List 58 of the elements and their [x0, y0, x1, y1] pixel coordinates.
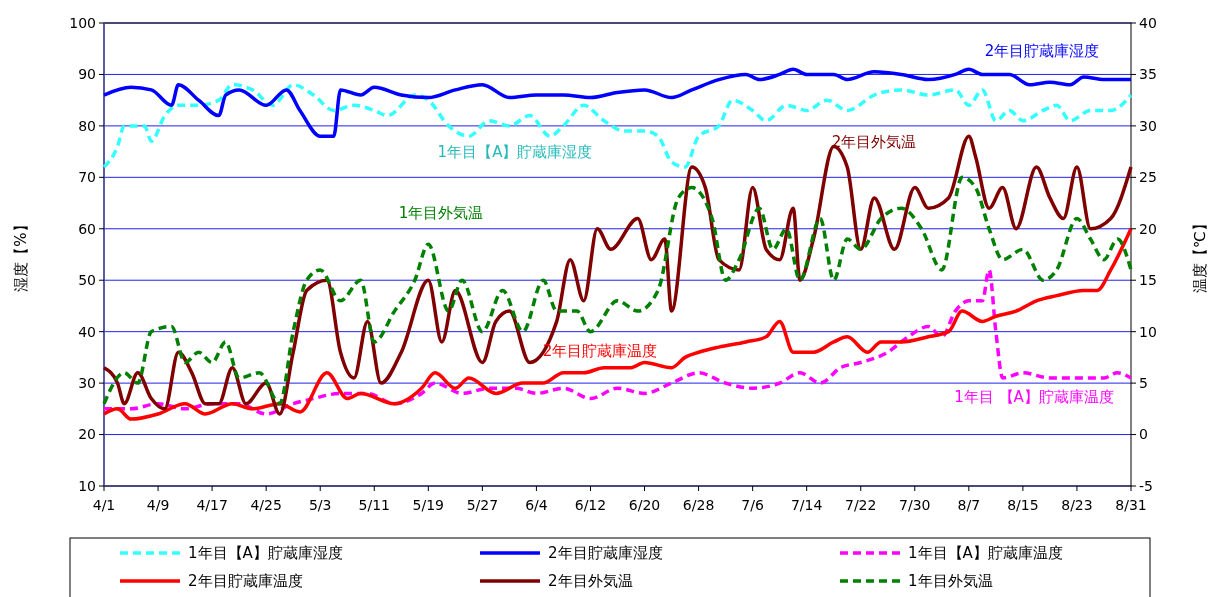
y2-tick-label: 35 — [1139, 66, 1157, 83]
annotation: 1年目【A】貯蔵庫湿度 — [437, 143, 593, 161]
legend-label: 2年目貯蔵庫温度 — [188, 572, 303, 591]
y-tick-label: 100 — [69, 14, 96, 31]
y-tick-label: 50 — [78, 272, 96, 289]
x-tick-label: 5/11 — [358, 497, 390, 513]
y2-tick-label: 5 — [1139, 375, 1148, 392]
x-tick-label: 6/4 — [525, 497, 548, 513]
x-tick-label: 4/17 — [196, 497, 228, 513]
annotation: 2年目貯蔵庫温度 — [542, 342, 658, 360]
y-tick-label: 70 — [78, 169, 96, 186]
y-tick-label: 20 — [78, 426, 96, 443]
y2-tick-label: 10 — [1139, 323, 1157, 340]
x-tick-label: 7/14 — [790, 497, 823, 513]
legend-label: 1年目【A】貯蔵庫湿度 — [188, 544, 343, 563]
y-tick-label: 60 — [78, 220, 96, 237]
line-series — [102, 227, 1133, 421]
annotation: 1年目 【A】貯蔵庫温度 — [954, 388, 1114, 406]
annotation: 2年目貯蔵庫湿度 — [984, 42, 1100, 60]
x-tick-label: 4/25 — [250, 497, 282, 513]
x-tick-label: 5/3 — [308, 497, 332, 513]
x-tick-label: 8/15 — [1007, 497, 1039, 513]
legend-label: 2年目外気温 — [548, 572, 633, 591]
y-tick-label: 90 — [78, 66, 96, 83]
x-tick-label: 8/31 — [1115, 497, 1147, 513]
legend-label: 2年目貯蔵庫湿度 — [548, 544, 663, 563]
y-tick-label: 80 — [78, 117, 96, 134]
y2-tick-label: 40 — [1139, 14, 1157, 31]
y2-tick-label: 15 — [1139, 272, 1157, 289]
x-tick-label: 7/30 — [899, 497, 931, 513]
x-tick-label: 7/6 — [741, 497, 764, 513]
y-axis-title: 湿度【%】 — [12, 217, 30, 292]
line-series — [102, 268, 1133, 416]
y2-tick-label: 25 — [1139, 169, 1157, 186]
x-tick-label: 5/27 — [466, 497, 499, 513]
legend-label: 1年目【A】貯蔵庫温度 — [908, 544, 1063, 563]
x-tick-label: 4/9 — [146, 497, 170, 513]
line-series — [102, 82, 1133, 169]
x-tick-label: 7/22 — [845, 497, 877, 513]
x-tick-label: 4/1 — [92, 497, 116, 513]
y2-tick-label: 30 — [1139, 117, 1157, 134]
x-tick-label: 6/20 — [628, 497, 661, 513]
line-series — [102, 175, 1133, 406]
x-tick-label: 8/7 — [957, 497, 981, 513]
x-tick-label: 6/12 — [574, 497, 607, 513]
legend-label: 1年目外気温 — [908, 572, 993, 591]
x-tick-label: 6/28 — [682, 497, 715, 513]
x-tick-label: 8/23 — [1061, 497, 1093, 513]
y-tick-label: 30 — [78, 375, 96, 392]
y-tick-label: 40 — [78, 323, 96, 340]
y2-axis-title: 温度【℃】 — [1191, 216, 1209, 293]
y-tick-label: 10 — [78, 477, 96, 494]
y2-tick-label: 20 — [1139, 220, 1157, 237]
line-series — [102, 134, 1133, 416]
annotation: 1年目外気温 — [398, 204, 484, 222]
y2-tick-label: 0 — [1139, 426, 1148, 443]
x-tick-label: 5/19 — [412, 497, 445, 513]
y2-tick-label: -5 — [1139, 477, 1153, 494]
